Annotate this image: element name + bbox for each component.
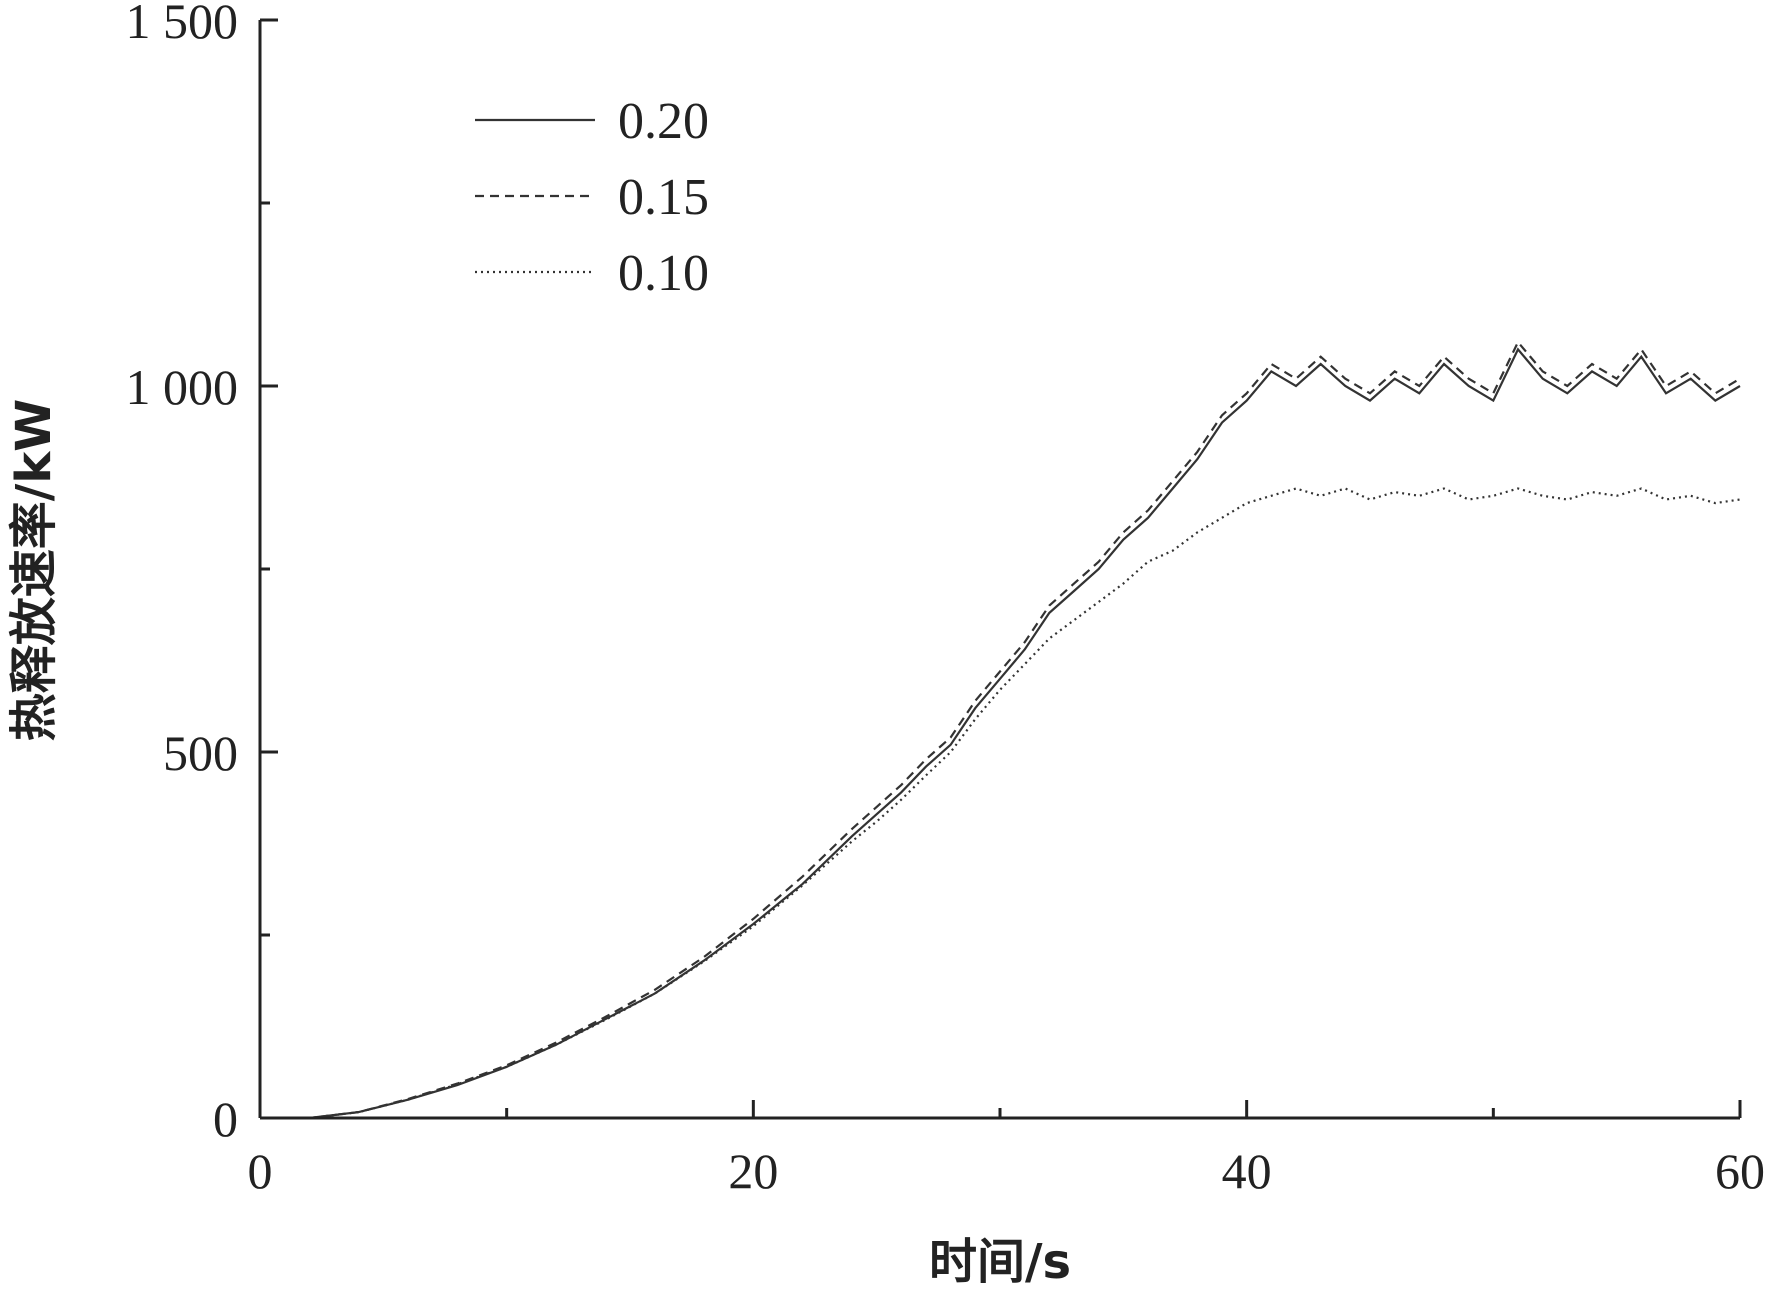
x-tick-label: 60 [1715, 1143, 1765, 1199]
legend: 0.20 0.15 0.10 [475, 93, 709, 302]
series-line-2 [260, 487, 1741, 1120]
x-tick-label: 0 [248, 1143, 273, 1199]
legend-label-2: 0.10 [618, 245, 709, 302]
legend-label-0: 0.20 [618, 93, 709, 150]
y-tick-label: 1 500 [126, 0, 239, 49]
x-tick-label: 20 [728, 1143, 778, 1199]
legend-label-1: 0.15 [618, 169, 709, 226]
x-tick-label: 40 [1222, 1143, 1272, 1199]
ticks-layer: 0 20 40 60 0 500 1 000 1 500 [126, 0, 1766, 1199]
series-layer [260, 340, 1741, 1120]
series-line-1 [260, 340, 1741, 1120]
series-line-0 [260, 347, 1741, 1120]
y-tick-label: 1 000 [126, 359, 239, 415]
y-tick-label: 500 [163, 725, 238, 781]
y-axis-title: 热释放速率/kW [6, 399, 62, 741]
x-axis-title: 时间/s [929, 1234, 1071, 1290]
axes-layer [258, 20, 1740, 1120]
y-tick-label: 0 [213, 1091, 238, 1147]
